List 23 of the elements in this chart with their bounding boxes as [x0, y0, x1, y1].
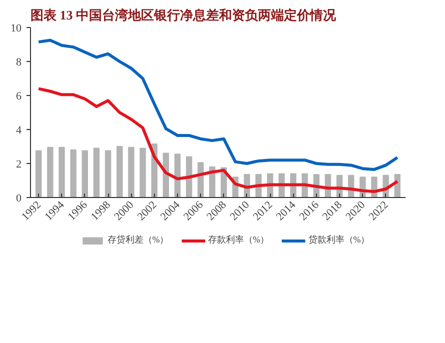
y-tick-label: 4: [16, 124, 22, 136]
bar: [116, 146, 123, 198]
bar: [140, 148, 146, 198]
bar: [104, 150, 112, 198]
bar: [47, 146, 54, 198]
line-series: [37, 87, 399, 194]
legend-label: 贷款利率（%）: [308, 234, 370, 246]
y-tick-label: 6: [16, 90, 22, 102]
bar: [82, 150, 88, 198]
legend-label: 存款利率（%）: [208, 234, 270, 246]
bar: [36, 150, 42, 198]
bar: [209, 166, 216, 198]
y-tick-label: 2: [16, 158, 22, 170]
y-tick-label: 10: [10, 22, 22, 34]
line-series: [37, 38, 399, 171]
y-tick-label: 0: [16, 192, 22, 204]
y-tick-label: 8: [16, 56, 22, 68]
bar: [128, 146, 134, 198]
legend-label: 存贷利差（%）: [107, 234, 169, 246]
bar: [93, 148, 100, 198]
bar: [58, 146, 65, 198]
bar: [70, 149, 76, 198]
chart-title: 图表 13 中国台湾地区银行净息差和资负两端定价情况: [30, 8, 337, 22]
